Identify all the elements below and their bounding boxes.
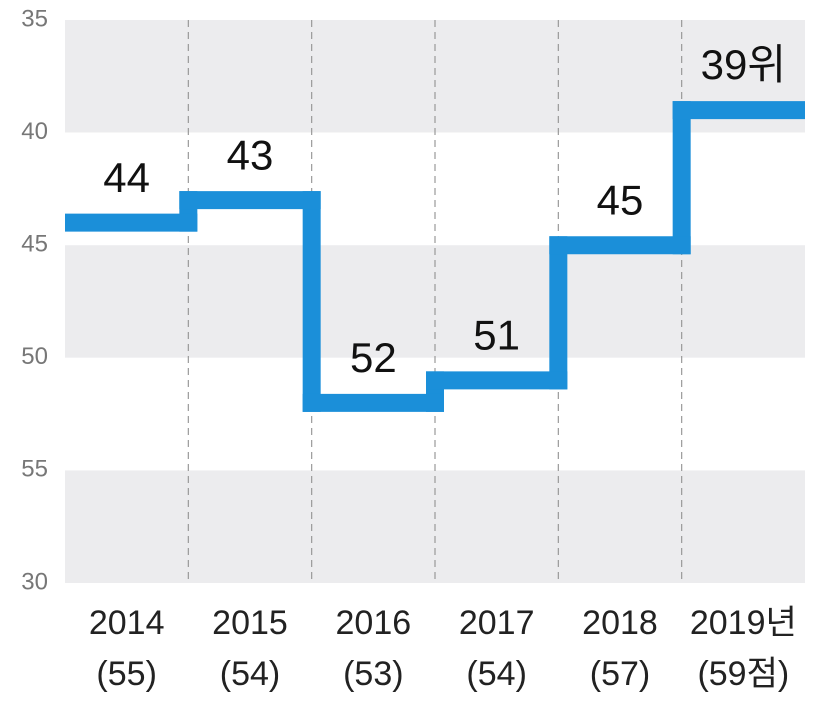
data-label: 52 — [350, 334, 397, 381]
y-tick-label: 30 — [21, 568, 48, 595]
y-tick-label: 35 — [21, 5, 48, 32]
x-sub-label: (59점) — [697, 655, 789, 693]
data-label: 39위 — [701, 41, 786, 88]
data-label: 51 — [473, 311, 520, 358]
x-tick-label: 2017 — [459, 604, 535, 642]
data-label: 45 — [597, 176, 644, 223]
x-sub-label: (55) — [96, 655, 156, 693]
x-sub-label: (53) — [343, 655, 403, 693]
x-tick-label: 2016 — [336, 604, 412, 642]
data-label: 43 — [227, 131, 274, 178]
x-tick-label: 2018 — [582, 604, 658, 642]
data-label: 44 — [103, 154, 150, 201]
x-tick-label: 2019년 — [690, 604, 797, 642]
x-sub-label: (57) — [590, 655, 650, 693]
y-tick-label: 40 — [21, 118, 48, 145]
x-sub-label: (54) — [466, 655, 526, 693]
x-tick-label: 2015 — [212, 604, 288, 642]
y-tick-label: 55 — [21, 456, 48, 483]
y-tick-label: 45 — [21, 231, 48, 258]
x-tick-label: 2014 — [89, 604, 165, 642]
x-sub-label: (54) — [220, 655, 280, 693]
y-tick-label: 50 — [21, 343, 48, 370]
